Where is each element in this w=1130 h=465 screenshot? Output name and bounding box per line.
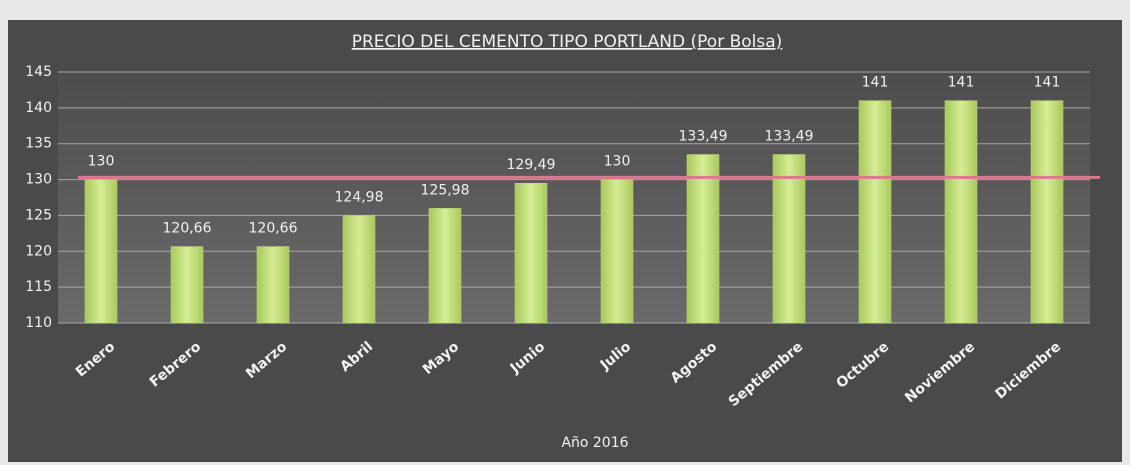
- bar: [170, 246, 204, 324]
- x-axis-label: Año 2016: [561, 435, 628, 451]
- value-label: 129,49: [507, 157, 556, 173]
- bar: [256, 246, 290, 324]
- bar: [514, 182, 548, 324]
- bar: [342, 215, 376, 324]
- chart-title: PRECIO DEL CEMENTO TIPO PORTLAND (Por Bo…: [352, 32, 783, 52]
- y-tick-label: 125: [25, 207, 52, 223]
- y-tick-label: 140: [25, 100, 52, 116]
- value-label: 133,49: [765, 129, 814, 145]
- value-label: 141: [948, 75, 975, 91]
- value-label: 120,66: [163, 221, 212, 237]
- value-label: 124,98: [335, 190, 384, 206]
- value-label: 130: [88, 154, 115, 170]
- y-tick-label: 145: [25, 64, 52, 80]
- value-label: 141: [1034, 75, 1061, 91]
- value-label: 130: [604, 154, 631, 170]
- y-tick-label: 130: [25, 172, 52, 188]
- y-tick-label: 135: [25, 136, 52, 152]
- bar: [772, 154, 806, 324]
- value-label: 120,66: [249, 221, 298, 237]
- bar: [428, 208, 462, 324]
- bar: [1030, 100, 1064, 324]
- bar: [858, 100, 892, 324]
- plot-area: [58, 72, 1090, 323]
- bar: [686, 154, 720, 324]
- y-tick-label: 110: [25, 315, 52, 331]
- y-tick-label: 120: [25, 243, 52, 259]
- bar: [84, 179, 118, 324]
- value-label: 133,49: [679, 129, 728, 145]
- value-label: 141: [862, 75, 889, 91]
- bar: [944, 100, 978, 324]
- y-tick-label: 115: [25, 279, 52, 295]
- bar: [600, 179, 634, 324]
- value-label: 125,98: [421, 182, 470, 198]
